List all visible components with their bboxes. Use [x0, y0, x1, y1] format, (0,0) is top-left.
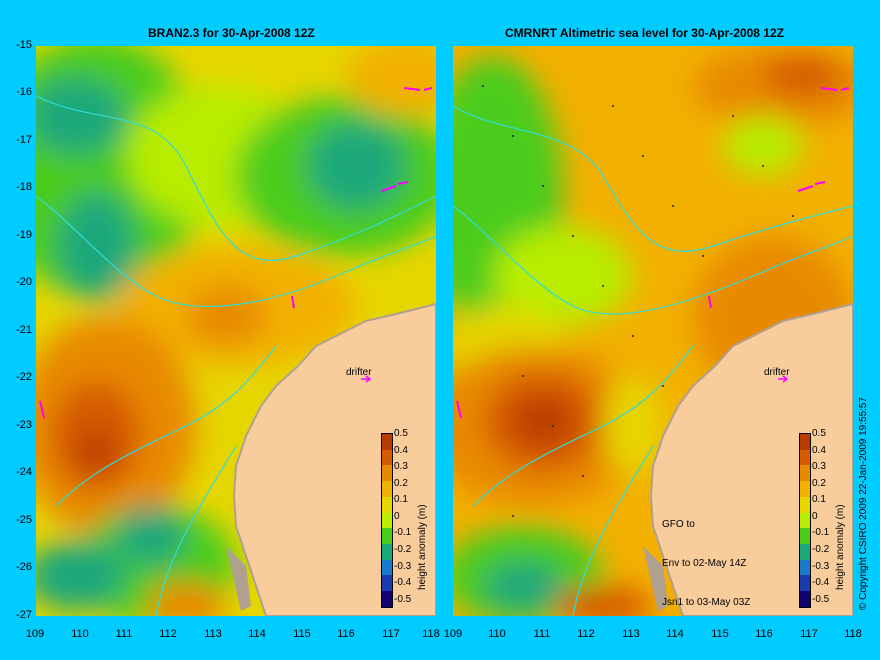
colorbar-segment: [800, 449, 810, 466]
colorbar-segment: [800, 465, 810, 482]
colorbar-segment: [382, 528, 392, 545]
y-tick: -20: [16, 276, 32, 288]
colorbar-tick-label: -0.3: [812, 560, 830, 572]
left-drifter-label: drifter: [346, 367, 372, 378]
colorbar-border: [799, 433, 811, 608]
colorbar-tick-label: -0.1: [812, 527, 830, 539]
y-tick: -16: [16, 86, 32, 98]
colorbar-segment: [800, 575, 810, 592]
x-tick: 118: [844, 628, 862, 640]
colorbar-segment: [800, 512, 810, 529]
colorbar-tick-label: 0.5: [394, 428, 408, 439]
colorbar-segment: [382, 481, 392, 498]
x-tick: 115: [293, 628, 311, 640]
x-tick: 116: [337, 628, 355, 640]
colorbar-segment: [800, 496, 810, 513]
colorbar-segment: [382, 559, 392, 576]
x-tick: 118: [422, 628, 440, 640]
colorbar-tick-label: -0.1: [394, 527, 412, 539]
colorbar-segment: [382, 465, 392, 482]
right-panel-title: CMRNRT Altimetric sea level for 30-Apr-2…: [505, 26, 784, 40]
x-tick: 111: [533, 628, 551, 640]
colorbar-segment: [382, 449, 392, 466]
gfo-note-line: GFO to: [662, 519, 695, 530]
x-tick: 110: [71, 628, 89, 640]
gfo-note-line: Jsn1 to 03-May 03Z: [662, 597, 751, 608]
right-map-panel: [453, 46, 853, 616]
colorbar-tick-label: -0.5: [394, 593, 412, 605]
colorbar-segment: [382, 434, 392, 451]
left-map-svg: [36, 46, 436, 616]
x-tick: 117: [800, 628, 818, 640]
y-tick: -22: [16, 371, 32, 383]
colorbar-tick-label: 0.3: [812, 461, 826, 473]
colorbar-segment: [382, 512, 392, 529]
colorbar-segment: [800, 543, 810, 561]
colorbar-segment: [382, 591, 392, 608]
gfo-note: GFO to Env to 02-May 14Z Jsn1 to 03-May …: [662, 492, 750, 622]
colorbar-tick-label: -0.4: [812, 577, 830, 589]
left-colorbar-label: height anomaly (m): [417, 504, 428, 590]
y-tick: -18: [16, 181, 32, 193]
colorbar-tick-label: 0.5: [812, 428, 826, 439]
x-tick: 109: [443, 628, 463, 640]
x-tick: 112: [159, 628, 177, 640]
colorbar-tick-label: -0.2: [394, 544, 412, 556]
x-tick: 113: [622, 628, 640, 640]
y-tick: -21: [16, 324, 32, 336]
colorbar-tick-label: 0.1: [394, 494, 408, 506]
x-tick: 116: [755, 628, 773, 640]
y-tick: -27: [16, 609, 32, 621]
y-tick: -19: [16, 229, 32, 241]
y-tick: -17: [16, 134, 32, 146]
x-tick: 111: [115, 628, 133, 640]
colorbar-segment: [382, 543, 392, 561]
colorbar-border: [381, 433, 393, 608]
gfo-note-line: Env to 02-May 14Z: [662, 558, 747, 569]
colorbar-tick-label: 0: [394, 510, 400, 522]
y-tick: -24: [16, 466, 32, 478]
x-tick: 112: [577, 628, 595, 640]
colorbar-tick-label: 0.2: [812, 477, 826, 489]
x-tick: 109: [25, 628, 45, 640]
copyright-text: © Copyright CSIRO 2009 22-Jan-2009 19:55…: [858, 396, 869, 610]
colorbar-tick-label: -0.2: [812, 544, 830, 556]
colorbar-tick-label: 0.3: [394, 461, 408, 473]
x-tick: 110: [488, 628, 506, 640]
colorbar-segment: [800, 559, 810, 576]
colorbar-tick-label: 0.4: [394, 444, 408, 456]
x-tick: 114: [248, 628, 266, 640]
colorbar-segment: [800, 528, 810, 545]
colorbar-segment: [382, 575, 392, 592]
colorbar-tick-label: 0.4: [812, 444, 826, 456]
x-tick: 115: [711, 628, 729, 640]
x-tick: 117: [382, 628, 400, 640]
right-map-svg: [453, 46, 853, 616]
colorbar-segment: [800, 434, 810, 451]
left-panel-title: BRAN2.3 for 30-Apr-2008 12Z: [148, 26, 315, 40]
colorbar-tick-label: -0.3: [394, 560, 412, 572]
colorbar-tick-label: 0: [812, 510, 818, 522]
right-colorbar-label: height anomaly (m): [835, 504, 846, 590]
y-tick: -25: [16, 514, 32, 526]
colorbar-tick-label: -0.4: [394, 577, 412, 589]
y-tick: -23: [16, 419, 32, 431]
right-drifter-label: drifter: [764, 367, 790, 378]
colorbar-segment: [382, 496, 392, 513]
colorbar-segment: [800, 481, 810, 498]
x-tick: 114: [666, 628, 684, 640]
x-tick: 113: [204, 628, 222, 640]
y-tick: -15: [16, 39, 32, 51]
colorbar-segment: [800, 591, 810, 608]
colorbar-tick-label: -0.5: [812, 593, 830, 605]
colorbar-tick-label: 0.2: [394, 477, 408, 489]
colorbar-tick-label: 0.1: [812, 494, 826, 506]
y-tick: -26: [16, 561, 32, 573]
left-map-panel: [36, 46, 436, 616]
